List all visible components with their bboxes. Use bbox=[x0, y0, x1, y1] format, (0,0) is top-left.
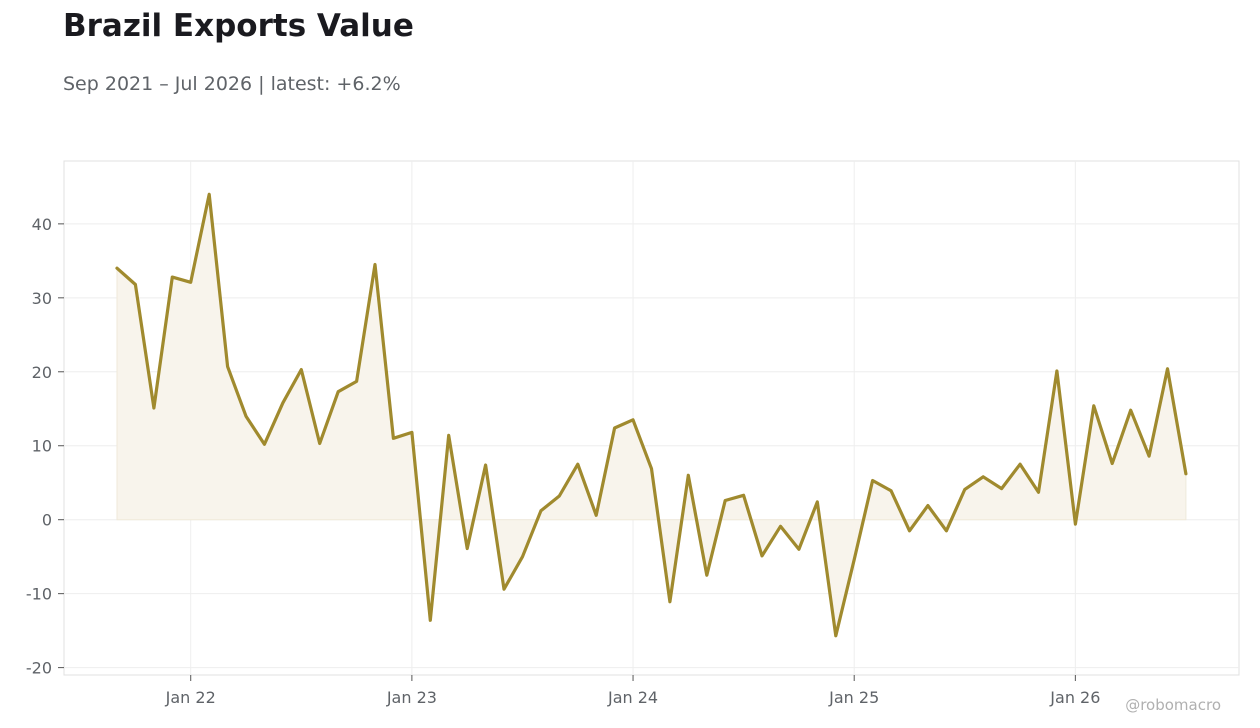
y-tick-label: 30 bbox=[32, 289, 52, 308]
x-tick-label: Jan 25 bbox=[828, 688, 879, 707]
y-tick-label: 40 bbox=[32, 215, 52, 234]
y-axis: -20 -10 0 10 20 30 40 bbox=[26, 215, 64, 678]
y-tick-label: -10 bbox=[26, 585, 52, 604]
credit-label: @robomacro bbox=[1125, 696, 1221, 714]
chart-subtitle: Sep 2021 – Jul 2026 | latest: +6.2% bbox=[63, 73, 401, 95]
x-tick-label: Jan 22 bbox=[165, 688, 216, 707]
x-axis: Jan 22 Jan 23 Jan 24 Jan 25 Jan 26 bbox=[165, 675, 1100, 707]
chart-title: Brazil Exports Value bbox=[63, 8, 414, 44]
y-tick-label: 0 bbox=[42, 511, 52, 530]
y-tick-label: 10 bbox=[32, 437, 52, 456]
x-tick-label: Jan 26 bbox=[1049, 688, 1100, 707]
plot-frame bbox=[63, 160, 1240, 676]
x-tick-label: Jan 24 bbox=[607, 688, 658, 707]
series-line bbox=[115, 192, 1188, 638]
y-tick-label: 20 bbox=[32, 363, 52, 382]
x-tick-label: Jan 23 bbox=[386, 688, 437, 707]
y-tick-label: -20 bbox=[26, 659, 52, 678]
